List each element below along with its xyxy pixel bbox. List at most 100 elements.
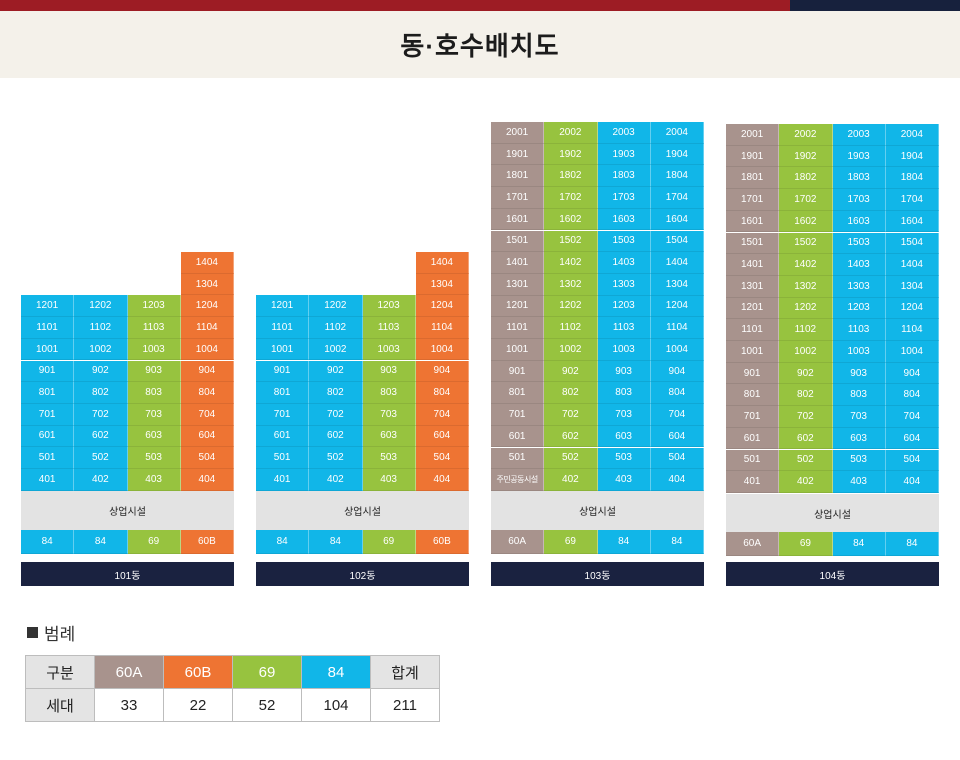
unit-cell: 1501	[726, 232, 780, 255]
unit-cell: 1202	[309, 295, 363, 318]
unit-cell: 1903	[832, 145, 886, 168]
unit-type-cell: 69	[127, 530, 181, 554]
unit-cell: 901	[21, 360, 75, 383]
legend-header-84: 84	[301, 655, 371, 689]
unit-cell: 801	[256, 382, 310, 404]
unit-cell: 604	[885, 427, 939, 450]
unit-cell: 1501	[491, 230, 545, 253]
unit-cell: 1204	[885, 297, 939, 320]
unit-cell: 1003	[362, 338, 416, 361]
unit-cell: 1004	[650, 339, 704, 361]
unit-cell: 902	[74, 360, 128, 383]
unit-type-cell: 69	[544, 530, 598, 554]
unit-type-cell: 60A	[491, 530, 545, 554]
legend-count-label: 세대	[25, 688, 95, 722]
unit-cell: 1802	[544, 165, 598, 188]
unit-cell: 1302	[544, 273, 598, 296]
unit-cell: 2003	[597, 122, 651, 144]
unit-cell: 501	[491, 447, 545, 470]
unit-cell: 1402	[544, 252, 598, 274]
unit-cell: 1102	[544, 317, 598, 339]
legend-count-60B: 22	[163, 688, 233, 722]
unit-cell: 1101	[256, 317, 310, 339]
unit-cell: 802	[74, 382, 128, 404]
unit-cell: 804	[650, 382, 704, 405]
unit-type-cell: 60B	[415, 530, 469, 554]
unit-cell: 1203	[362, 295, 416, 318]
unit-cell: 603	[832, 427, 886, 450]
unit-cell: 1102	[309, 317, 363, 339]
unit-cell: 1201	[726, 297, 780, 320]
unit-cell: 604	[650, 425, 704, 448]
unit-cell: 1602	[544, 208, 598, 231]
unit-cell: 704	[650, 404, 704, 426]
unit-cell: 403	[832, 471, 886, 493]
unit-type-cell: 69	[779, 532, 833, 556]
unit-cell: 1704	[650, 187, 704, 209]
unit-cell: 804	[180, 382, 234, 404]
unit-cell: 501	[21, 447, 75, 469]
unit-cell: 1803	[832, 167, 886, 190]
unit-cell: 1604	[650, 208, 704, 231]
legend-header-total: 합계	[370, 655, 440, 689]
unit-cell: 1704	[885, 189, 939, 211]
unit-type-cell: 84	[21, 530, 75, 554]
unit-cell: 602	[309, 425, 363, 448]
unit-cell: 1202	[779, 297, 833, 320]
unit-cell: 1202	[74, 295, 128, 318]
unit-cell: 602	[544, 425, 598, 448]
unit-cell: 1901	[726, 145, 780, 168]
unit-cell: 주민공동시설	[491, 469, 545, 491]
unit-cell: 504	[180, 447, 234, 469]
unit-cell: 1301	[726, 275, 780, 298]
unit-cell: 1802	[779, 167, 833, 190]
unit-cell: 504	[885, 449, 939, 472]
unit-cell: 1801	[726, 167, 780, 190]
commercial-facility: 상업시설	[256, 491, 469, 530]
unit-cell: 1504	[650, 230, 704, 253]
unit-cell: 1101	[726, 319, 780, 341]
unit-cell: 1604	[885, 210, 939, 233]
page-header: 동·호수배치도	[0, 11, 960, 78]
unit-cell: 1804	[650, 165, 704, 188]
unit-cell: 1004	[415, 338, 469, 361]
unit-cell: 404	[885, 471, 939, 493]
unit-cell: 401	[726, 471, 780, 493]
page-title: 동·호수배치도	[400, 31, 560, 61]
unit-cell: 903	[832, 362, 886, 385]
unit-cell: 801	[21, 382, 75, 404]
unit-cell: 1602	[779, 210, 833, 233]
unit-cell: 1002	[544, 339, 598, 361]
unit-type-cell: 60B	[180, 530, 234, 554]
unit-cell: 402	[74, 469, 128, 491]
unit-cell: 1304	[415, 273, 469, 296]
unit-cell: 701	[726, 406, 780, 428]
unit-cell: 1901	[491, 143, 545, 166]
unit-cell: 1301	[491, 273, 545, 296]
unit-cell: 1703	[597, 187, 651, 209]
unit-cell: 1302	[779, 275, 833, 298]
unit-cell: 803	[127, 382, 181, 404]
unit-cell: 404	[415, 469, 469, 491]
unit-cell: 703	[362, 403, 416, 426]
unit-cell: 1403	[832, 254, 886, 276]
unit-cell: 601	[21, 425, 75, 448]
top-accent-bar-navy	[790, 0, 960, 11]
unit-cell: 2002	[544, 122, 598, 144]
unit-cell: 703	[832, 406, 886, 428]
unit-type-cell: 84	[256, 530, 310, 554]
unit-cell: 1104	[885, 319, 939, 341]
unit-cell: 1102	[74, 317, 128, 339]
unit-cell: 801	[726, 384, 780, 407]
unit-cell: 2001	[726, 124, 780, 146]
unit-cell: 1503	[832, 232, 886, 255]
unit-cell: 1104	[415, 317, 469, 339]
unit-cell: 1403	[597, 252, 651, 274]
unit-cell: 1601	[726, 210, 780, 233]
unit-cell: 503	[597, 447, 651, 470]
unit-cell: 1503	[597, 230, 651, 253]
unit-cell: 801	[491, 382, 545, 405]
unit-cell: 501	[256, 447, 310, 469]
unit-cell: 1003	[597, 339, 651, 361]
legend-count-total: 211	[370, 688, 440, 722]
